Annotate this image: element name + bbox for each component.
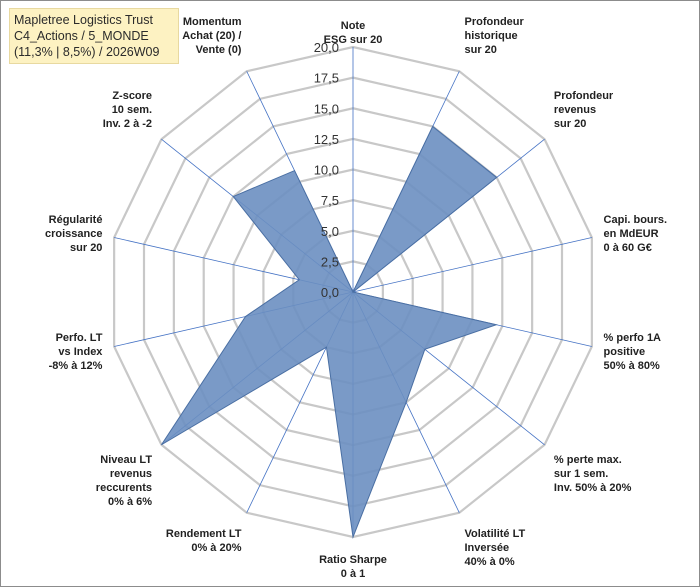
category-label-10: Perfo. LT vs Index -8% à 12%: [49, 332, 104, 372]
tick-label-6: 15,0: [314, 101, 339, 116]
category-label-8: Rendement LT 0% à 20%: [166, 528, 242, 554]
tick-label-7: 17,5: [314, 71, 339, 86]
category-label-line: Note: [341, 20, 365, 32]
category-label-0: Note ESG sur 20: [324, 20, 383, 46]
category-label-12: Z-score 10 sem. Inv. 2 à -2: [103, 90, 152, 130]
category-label-line: Capi. bours.: [604, 214, 668, 226]
category-label-line: 0% à 6%: [108, 496, 152, 508]
category-label-4: % perfo 1A positive 50% à 80%: [604, 332, 662, 372]
tick-label-0: 0,0: [321, 285, 339, 300]
category-label-line: 40% à 0%: [465, 556, 515, 568]
tick-label-3: 7,5: [321, 193, 339, 208]
category-label-line: Niveau LT: [100, 454, 152, 466]
category-label-line: reccurents: [96, 482, 152, 494]
chart-title-line-1: Mapletree Logistics Trust: [14, 13, 153, 27]
category-label-line: Ratio Sharpe: [319, 554, 387, 566]
category-label-line: Volatilité LT: [465, 528, 526, 540]
category-label-line: -8% à 12%: [49, 360, 103, 372]
chart-title-line-3: (11,3% | 8,5%) / 2026W09: [14, 45, 160, 59]
category-label-line: positive: [604, 346, 646, 358]
category-label-11: Régularité croissance sur 20: [45, 214, 102, 254]
tick-label-2: 5,0: [321, 224, 339, 239]
category-label-line: croissance: [45, 228, 102, 240]
axis-spoke-3: [352, 237, 592, 293]
category-label-line: % perte max.: [554, 454, 622, 466]
category-label-3: Capi. bours. en MdEUR 0 à 60 G€: [604, 214, 668, 254]
category-label-7: Ratio Sharpe 0 à 1: [319, 554, 387, 580]
category-label-line: 0% à 20%: [191, 542, 241, 554]
category-label-line: Inv. 50% à 20%: [554, 482, 632, 494]
tick-label-1: 2,5: [321, 254, 339, 269]
category-label-line: revenus: [554, 104, 596, 116]
category-label-line: 50% à 80%: [604, 360, 660, 372]
category-label-line: Rendement LT: [166, 528, 242, 540]
category-label-6: Volatilité LT Inversée 40% à 0%: [465, 528, 526, 568]
category-label-9: Niveau LT revenus reccurents 0% à 6%: [96, 454, 153, 508]
category-label-line: en MdEUR: [604, 228, 659, 240]
category-label-line: Vente (0): [196, 44, 242, 56]
category-label-line: ESG sur 20: [324, 34, 383, 46]
category-label-line: sur 20: [465, 44, 497, 56]
category-label-line: Profondeur: [465, 16, 525, 28]
category-label-line: 0 à 60 G€: [604, 242, 652, 254]
category-label-13: Momentum Achat (20) / Vente (0): [182, 16, 242, 56]
category-label-line: Inversée: [465, 542, 510, 554]
chart-title-line-2: C4_Actions / 5_MONDE: [14, 29, 149, 43]
category-label-line: % perfo 1A: [604, 332, 662, 344]
tick-label-8: 20,0: [314, 40, 339, 55]
category-label-line: sur 20: [70, 242, 102, 254]
category-label-2: Profondeur revenus sur 20: [554, 90, 614, 130]
category-label-line: Z-score: [112, 90, 152, 102]
series-area-0: [161, 125, 499, 539]
category-label-line: Inv. 2 à -2: [103, 118, 152, 130]
category-label-line: historique: [465, 30, 518, 42]
category-label-line: Achat (20) /: [182, 30, 241, 42]
category-label-5: % perte max. sur 1 sem. Inv. 50% à 20%: [554, 454, 632, 494]
category-label-line: Perfo. LT: [56, 332, 103, 344]
category-label-1: Profondeur historique sur 20: [465, 16, 525, 56]
category-label-line: 0 à 1: [341, 568, 365, 580]
category-label-line: sur 1 sem.: [554, 468, 608, 480]
tick-label-5: 12,5: [314, 132, 339, 147]
tick-label-4: 10,0: [314, 163, 339, 178]
chart-title-box: Mapletree Logistics Trust C4_Actions / 5…: [9, 8, 179, 64]
category-label-line: Momentum: [183, 16, 242, 28]
category-label-line: 10 sem.: [112, 104, 152, 116]
category-label-line: vs Index: [58, 346, 103, 358]
category-label-line: revenus: [110, 468, 152, 480]
category-label-line: sur 20: [554, 118, 586, 130]
category-label-line: Régularité: [49, 214, 103, 226]
category-label-line: Profondeur: [554, 90, 614, 102]
